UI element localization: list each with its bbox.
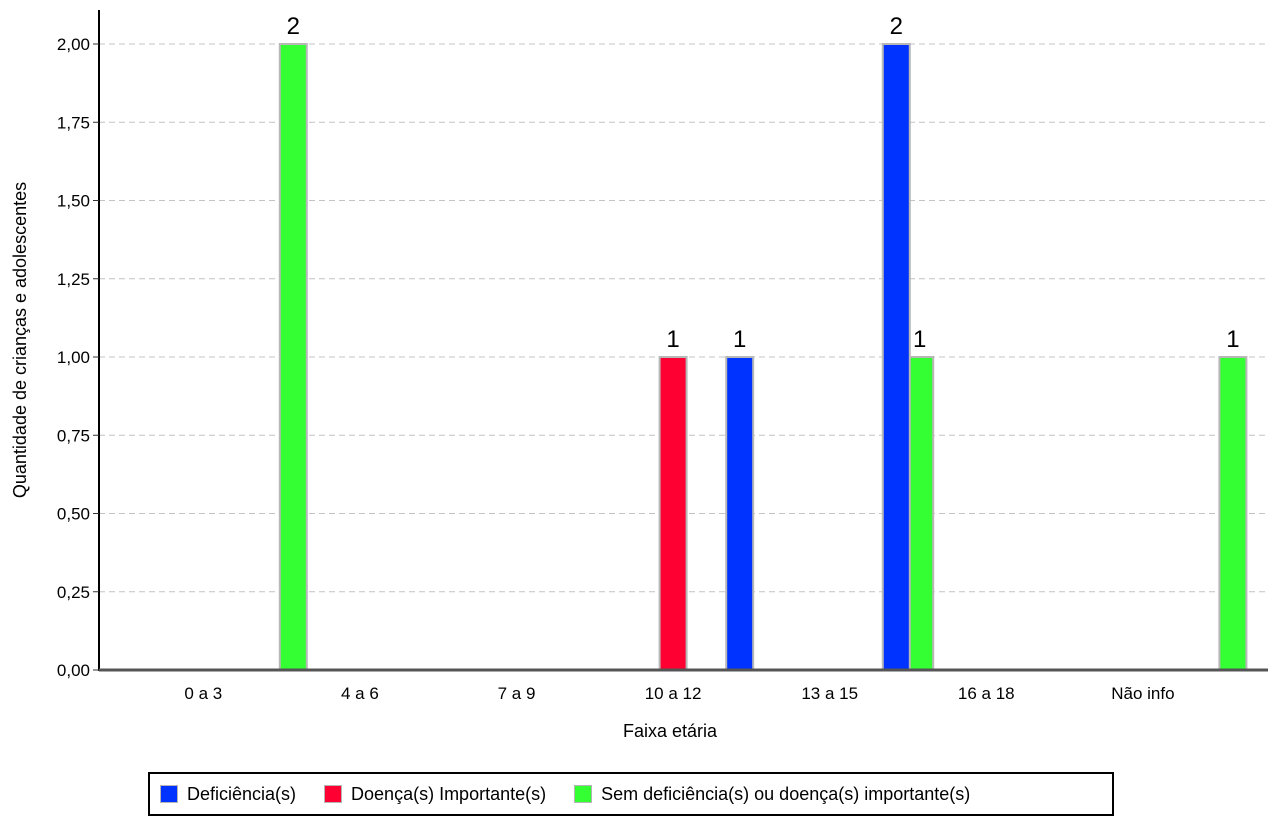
- y-tick-label: 1,75: [57, 113, 90, 132]
- legend: Deficiência(s) Doença(s) Importante(s) Sem…: [148, 772, 1114, 816]
- legend-swatch: [160, 785, 178, 803]
- bar-chart: 2 1 1 1 2 1 0,00 0,25 0,50 0,75 1,00 1,25 1,50 1,75 2…: [10, 10, 1268, 741]
- bar: [658, 356, 688, 671]
- y-tick-label: 1,25: [57, 270, 90, 289]
- y-tick-label: 0,25: [57, 583, 90, 602]
- bar: [881, 43, 911, 671]
- y-tick-label: 1,00: [57, 348, 90, 367]
- data-labels: 2 1 1 1 2 1: [287, 13, 1240, 353]
- y-tick-label: 0,50: [57, 505, 90, 524]
- data-label: 2: [287, 13, 300, 40]
- legend-item: Sem deficiência(s) ou doença(s) importan…: [574, 784, 970, 805]
- bar: [1218, 356, 1248, 671]
- y-tick-label: 1,50: [57, 192, 90, 211]
- x-tick-label: 16 a 18: [958, 684, 1015, 703]
- y-tick-labels: 0,00 0,25 0,50 0,75 1,00 1,25 1,50 1,75 2,00: [57, 35, 99, 680]
- x-tick-label: Não info: [1111, 684, 1174, 703]
- y-tick-label: 2,00: [57, 35, 90, 54]
- legend-label: Sem deficiência(s) ou doença(s) importan…: [601, 783, 971, 804]
- y-axis-title: Quantidade de crianças e adolescentes: [10, 182, 30, 498]
- legend-swatch: [574, 785, 593, 803]
- y-tick-label: 0,00: [57, 661, 90, 680]
- data-label: 2: [890, 13, 903, 40]
- y-tick-label: 0,75: [57, 426, 90, 445]
- bars: [278, 43, 1248, 671]
- data-label: 1: [733, 326, 746, 353]
- bar: [725, 356, 755, 671]
- legend-item: Deficiência(s): [160, 784, 296, 805]
- data-label: 1: [666, 326, 679, 353]
- data-label: 1: [1226, 326, 1239, 353]
- x-tick-label: 7 a 9: [498, 684, 536, 703]
- x-tick-label: 4 a 6: [341, 684, 379, 703]
- axes: [98, 10, 1268, 672]
- bar: [278, 43, 308, 671]
- x-tick-labels: 0 a 3 4 a 6 7 a 9 10 a 12 13 a 15 16 a 18 Não …: [184, 684, 1174, 703]
- x-tick-label: 10 a 12: [645, 684, 702, 703]
- legend-swatch: [324, 785, 343, 803]
- legend-label: Doença(s) Importante(s): [351, 783, 547, 804]
- data-label: 1: [913, 326, 926, 353]
- legend-label: Deficiência(s): [187, 783, 297, 804]
- x-tick-label: 0 a 3: [184, 684, 222, 703]
- x-tick-label: 13 a 15: [801, 684, 858, 703]
- x-axis-title: Faixa etária: [623, 721, 718, 741]
- legend-item: Doença(s) Importante(s): [324, 784, 546, 805]
